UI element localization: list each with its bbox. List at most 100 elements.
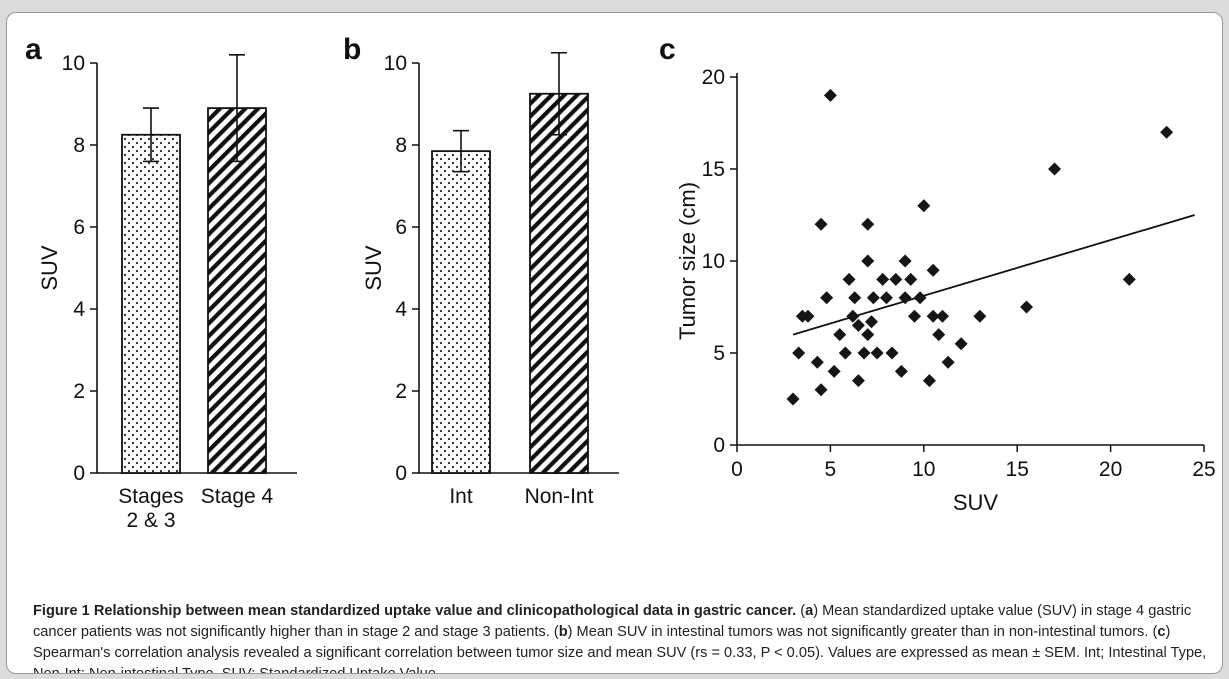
data-point	[879, 291, 893, 305]
x-category-label: Stages	[118, 485, 183, 508]
x-category-label: 2 & 3	[126, 509, 175, 532]
data-point	[926, 309, 940, 323]
data-point	[814, 383, 828, 397]
caption-b-text: ) Mean SUV in intestinal tumors was not …	[567, 624, 1158, 640]
x-tick-label: 25	[1192, 458, 1215, 481]
caption-a-text: ) Mean standardized uptake value (SUV) i…	[33, 603, 1192, 640]
caption-a-letter: a	[805, 603, 814, 619]
data-point	[864, 315, 878, 329]
x-tick-label: 20	[1099, 458, 1122, 481]
y-tick-label: 2	[395, 380, 407, 403]
data-point	[827, 364, 841, 378]
panel-letter-b: b	[343, 33, 361, 66]
bar-1	[207, 107, 267, 474]
y-tick-label: 20	[702, 66, 725, 89]
y-tick-label: 5	[713, 342, 725, 365]
data-point	[1020, 300, 1034, 314]
data-point	[1122, 272, 1136, 286]
data-point	[898, 254, 912, 268]
bar-0	[431, 150, 491, 474]
panel-letter-c: c	[659, 33, 676, 66]
data-point	[838, 346, 852, 360]
data-point	[846, 309, 860, 323]
y-tick-label: 15	[702, 158, 725, 181]
data-point	[814, 217, 828, 231]
data-point	[866, 291, 880, 305]
data-point	[801, 309, 815, 323]
y-tick-label: 10	[62, 52, 85, 75]
chart-panel-c: c 0 5 10 15 20 0 5 10 15 20 25 Tumor size (cm) SUV	[659, 33, 1216, 515]
y-tick-label: 0	[713, 434, 725, 457]
y-tick-label: 0	[73, 462, 85, 485]
data-point	[889, 272, 903, 286]
y-tick-label: 8	[73, 134, 85, 157]
data-point	[842, 272, 856, 286]
data-point	[851, 318, 865, 332]
data-point	[894, 364, 908, 378]
data-point	[861, 328, 875, 342]
y-axis-label: SUV	[37, 245, 62, 291]
caption-title: Figure 1 Relationship between mean stand…	[33, 603, 797, 619]
y-tick-label: 10	[702, 250, 725, 273]
y-tick-label: 0	[395, 462, 407, 485]
y-tick-label: 6	[395, 216, 407, 239]
data-point	[973, 309, 987, 323]
trendline	[792, 214, 1195, 336]
x-axis-label: SUV	[953, 490, 999, 515]
y-tick-label: 8	[395, 134, 407, 157]
figure-caption: Figure 1 Relationship between mean stand…	[33, 601, 1222, 674]
data-point	[898, 291, 912, 305]
x-tick-label: 10	[912, 458, 935, 481]
data-point	[932, 328, 946, 342]
y-tick-label: 4	[395, 298, 407, 321]
data-point	[870, 346, 884, 360]
bar-0	[121, 133, 181, 474]
y-tick-label: 2	[73, 380, 85, 403]
data-point	[833, 328, 847, 342]
data-point	[820, 291, 834, 305]
data-point	[904, 272, 918, 286]
data-point	[1160, 125, 1174, 139]
data-point	[941, 355, 955, 369]
data-point	[861, 217, 875, 231]
data-point	[810, 355, 824, 369]
data-point	[876, 272, 890, 286]
data-point	[885, 346, 899, 360]
caption-c-text: ) Spearman's correlation analysis reveal…	[33, 624, 1207, 674]
x-category-label: Int	[449, 485, 473, 508]
y-tick-label: 6	[73, 216, 85, 239]
data-point	[851, 374, 865, 388]
caption-c-letter: c	[1157, 624, 1166, 640]
caption-a-open: (	[796, 603, 806, 619]
x-category-label: Stage 4	[201, 485, 274, 508]
data-point	[823, 88, 837, 102]
x-tick-label: 5	[825, 458, 837, 481]
data-point	[861, 254, 875, 268]
data-point	[954, 337, 968, 351]
x-tick-label: 15	[1006, 458, 1029, 481]
x-category-label: Non-Int	[525, 485, 594, 508]
data-point	[786, 392, 800, 406]
y-tick-label: 4	[73, 298, 85, 321]
panel-letter-a: a	[25, 33, 42, 66]
data-point	[907, 309, 921, 323]
data-point	[792, 346, 806, 360]
chart-panel-b: b 0 2 4 6 8 10 SUV Int Non-Int	[343, 33, 619, 508]
data-point	[848, 291, 862, 305]
y-tick-label: 10	[384, 52, 407, 75]
bar-1	[529, 92, 589, 474]
data-point	[917, 199, 931, 213]
data-point	[913, 291, 927, 305]
x-tick-label: 0	[731, 458, 743, 481]
figure-panel: a 0 2 4 6 8 10 SUV Stages 2 & 3 Stage 4 b 0 2 4 6 8 10 SU…	[6, 12, 1223, 674]
caption-b-letter: b	[558, 624, 568, 640]
data-point	[1048, 162, 1062, 176]
data-point	[926, 263, 940, 277]
data-point	[922, 374, 936, 388]
data-point	[935, 309, 949, 323]
y-axis-label: SUV	[361, 245, 386, 291]
data-point	[857, 346, 871, 360]
